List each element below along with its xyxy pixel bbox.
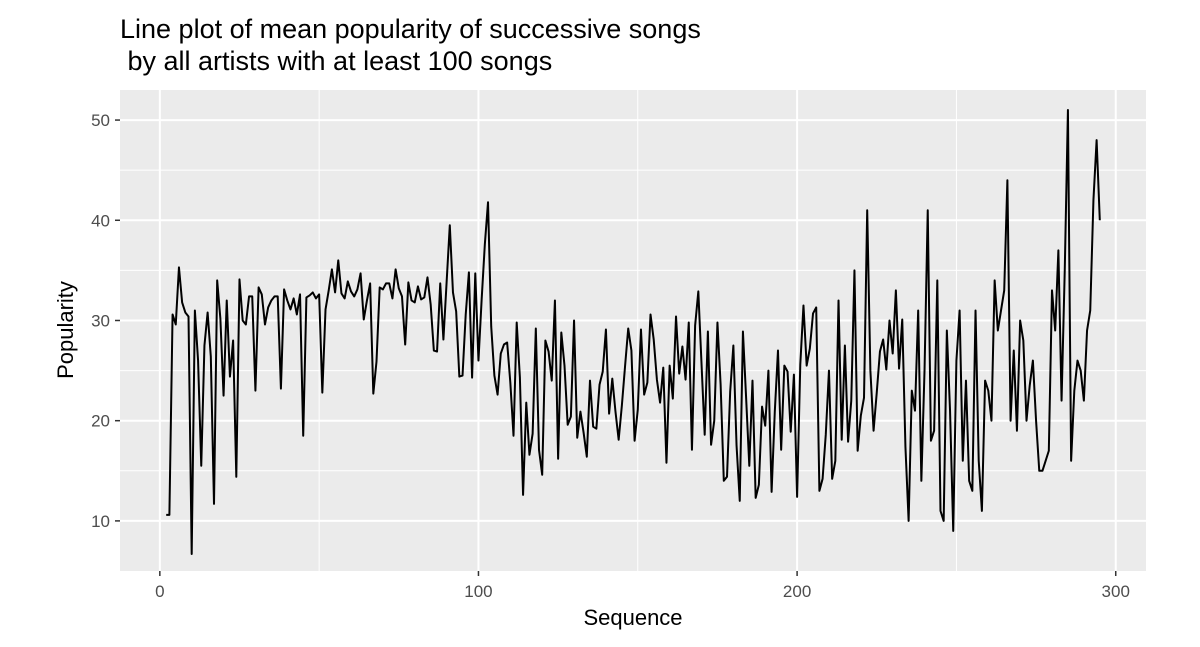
x-tick-label: 300 xyxy=(1102,582,1130,601)
y-axis-title: Popularity xyxy=(53,281,78,379)
grid-minor xyxy=(120,90,1146,571)
x-axis: 0 100 200 300 xyxy=(155,571,1130,601)
series-line xyxy=(166,109,1101,555)
y-tick-label: 10 xyxy=(91,512,110,531)
y-tick-label: 40 xyxy=(91,211,110,230)
y-axis: 10 20 30 40 50 xyxy=(91,111,120,531)
y-tick-label: 20 xyxy=(91,412,110,431)
y-tick-label: 30 xyxy=(91,311,110,330)
x-tick-label: 0 xyxy=(155,582,164,601)
x-tick-label: 200 xyxy=(783,582,811,601)
x-axis-title: Sequence xyxy=(583,605,682,630)
x-tick-label: 100 xyxy=(464,582,492,601)
chart-title-line-1: Line plot of mean popularity of successi… xyxy=(120,14,701,44)
y-tick-label: 50 xyxy=(91,111,110,130)
chart-title-line-2: by all artists with at least 100 songs xyxy=(120,46,552,76)
plot-panel xyxy=(120,90,1146,571)
